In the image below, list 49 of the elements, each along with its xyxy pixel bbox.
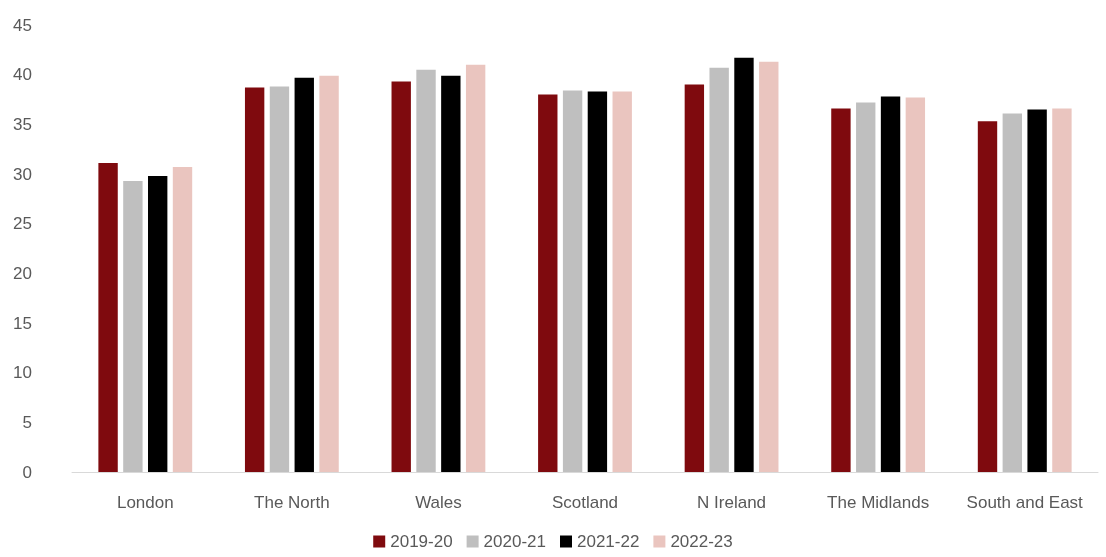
- bar: [391, 81, 411, 472]
- bar: [319, 75, 339, 472]
- bar: [1002, 113, 1022, 472]
- x-tick-label: London: [116, 493, 174, 512]
- y-tick-label: 45: [13, 15, 32, 35]
- bar: [1052, 108, 1072, 472]
- y-tick-label: 35: [13, 114, 32, 134]
- bar: [465, 64, 486, 472]
- bar: [1027, 109, 1047, 472]
- y-tick-label: 10: [13, 363, 32, 383]
- y-tick-label: 25: [13, 214, 32, 234]
- bar: [612, 91, 632, 472]
- x-tick-label: Wales: [415, 493, 462, 512]
- legend-label: 2020-21: [483, 532, 546, 551]
- legend-label: 2021-22: [577, 532, 640, 551]
- bar: [538, 94, 558, 472]
- x-tick-label: South and East: [966, 493, 1084, 512]
- bar: [977, 121, 998, 472]
- legend-label: 2022-23: [670, 532, 733, 551]
- bar: [587, 91, 608, 472]
- x-tick-label: Scotland: [551, 493, 619, 512]
- y-tick-label: 0: [22, 462, 32, 482]
- y-tick-label: 40: [13, 65, 32, 85]
- x-tick-label: N Ireland: [697, 493, 767, 512]
- bar: [880, 96, 901, 472]
- bar: [294, 77, 314, 472]
- bar: [709, 67, 729, 472]
- bar: [148, 175, 168, 472]
- bar: [905, 97, 926, 472]
- x-tick-label: The North: [254, 493, 330, 512]
- bar: [562, 90, 583, 472]
- x-tick-label: The Midlands: [827, 493, 930, 512]
- y-tick-label: 5: [22, 412, 32, 432]
- legend-label: 2019-20: [390, 532, 453, 551]
- bar: [734, 57, 754, 472]
- y-tick-label: 20: [13, 263, 32, 283]
- y-tick-label: 30: [13, 164, 32, 184]
- bar: [172, 167, 193, 472]
- bar: [441, 75, 461, 472]
- y-tick-label: 15: [13, 313, 32, 333]
- bar: [684, 84, 705, 472]
- bar: [98, 163, 118, 472]
- bar: [269, 86, 290, 472]
- bar: [759, 61, 779, 472]
- bar: [244, 87, 265, 472]
- bar: [856, 102, 876, 472]
- bar: [831, 108, 851, 472]
- bar: [123, 180, 143, 472]
- bar: [416, 69, 436, 472]
